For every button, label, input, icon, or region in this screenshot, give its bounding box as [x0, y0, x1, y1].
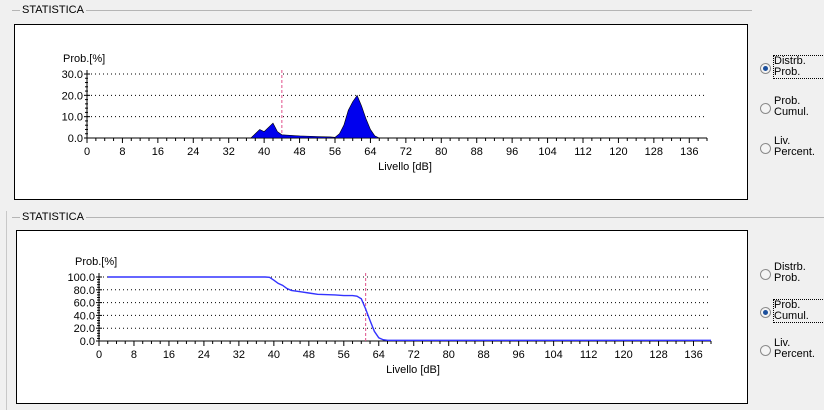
x-tick-label: 136	[680, 146, 698, 158]
x-tick-label: 136	[684, 349, 702, 361]
radio-liv-percent-top[interactable]: Liv. Percent.	[760, 136, 824, 164]
bottom-left-border	[6, 211, 7, 410]
x-tick-label: 96	[506, 146, 518, 158]
y-tick-label: 0.0	[68, 133, 83, 145]
chart-top: Prob.[%] 30.0 20.0 10.0 0.00 8 16 24 32 40 48 56 64 7…	[62, 53, 708, 173]
radio-label: Liv. Percent.	[774, 135, 815, 158]
x-tick-label: 112	[580, 349, 598, 361]
x-tick-label: 120	[614, 349, 632, 361]
y-axis-label: Prob.[%]	[75, 256, 117, 268]
chart-bottom: Prob.[%] 100.080.060.040.020.00.00 8 16 24 32…	[67, 256, 712, 376]
x-tick-label: 112	[574, 146, 592, 158]
x-axis-label: Livello [dB]	[378, 161, 432, 173]
y-tick-label: 80.0	[74, 285, 95, 297]
y-axis-label: Prob.[%]	[63, 53, 105, 65]
radio-distrb-prob-bottom[interactable]: Distrb. Prob.	[760, 262, 824, 290]
x-tick-label: 64	[364, 146, 376, 158]
radio-dot[interactable]	[760, 63, 771, 74]
x-tick-label: 64	[373, 349, 385, 361]
x-tick-label: 24	[187, 146, 199, 158]
radio-liv-percent-bottom[interactable]: Liv. Percent.	[760, 338, 824, 366]
y-tick-label: 100.0	[67, 272, 95, 284]
x-tick-label: 104	[538, 146, 556, 158]
x-tick-label: 96	[513, 349, 525, 361]
y-tick-label: 10.0	[62, 112, 83, 124]
y-tick-label: 20.0	[74, 323, 95, 335]
radio-dot[interactable]	[760, 143, 771, 154]
chart-panel-bottom: Prob.[%] 100.0 80.0 60.0 40.0 20.0 0.0 0 8 16 24 32…	[16, 230, 748, 404]
x-tick-label: 88	[471, 146, 483, 158]
x-tick-label: 48	[303, 349, 315, 361]
x-tick-label: 80	[443, 349, 455, 361]
x-tick-label: 88	[478, 349, 490, 361]
x-tick-label: 8	[131, 349, 137, 361]
x-tick-label: 32	[233, 349, 245, 361]
group-bottom-border	[12, 217, 824, 218]
statistica-group-bottom: STATISTICA	[12, 211, 824, 410]
x-tick-label: 0	[96, 349, 102, 361]
y-tick-label: 20.0	[62, 90, 83, 102]
x-tick-label: 56	[329, 146, 341, 158]
group-top-title: STATISTICA	[20, 4, 86, 16]
radio-label: Prob. Cumul.	[774, 95, 809, 118]
x-tick-label: 120	[609, 146, 627, 158]
y-tick-label: 0.0	[80, 336, 95, 348]
y-tick-label: 60.0	[74, 298, 95, 310]
x-tick-label: 72	[400, 146, 412, 158]
x-tick-label: 0	[84, 146, 90, 158]
radio-label: Distrb. Prob.	[774, 261, 806, 284]
x-tick-label: 104	[544, 349, 562, 361]
statistica-group-top: STATISTICA	[12, 4, 752, 204]
x-axis-label: Livello [dB]	[386, 364, 440, 376]
radio-label: Liv. Percent.	[774, 337, 815, 360]
radio-prob-cumul-top[interactable]: Prob. Cumul.	[760, 96, 824, 124]
radio-prob-cumul-bottom[interactable]: Prob. Cumul.	[760, 299, 824, 328]
radio-dot[interactable]	[760, 345, 771, 356]
x-tick-label: 8	[119, 146, 125, 158]
x-tick-label: 72	[408, 349, 420, 361]
x-tick-label: 128	[649, 349, 667, 361]
x-tick-label: 48	[293, 146, 305, 158]
x-tick-label: 40	[268, 349, 280, 361]
group-top-border	[12, 10, 752, 11]
distribution-area	[250, 94, 380, 139]
y-tick-label: 40.0	[74, 310, 95, 322]
cumulative-line	[107, 276, 711, 342]
x-tick-label: 32	[223, 146, 235, 158]
radio-label: Prob. Cumul.	[773, 299, 824, 323]
x-tick-label: 80	[435, 146, 447, 158]
radio-distrb-prob-top[interactable]: Distrb. Prob.	[760, 55, 824, 84]
x-tick-label: 40	[258, 146, 270, 158]
radio-dot[interactable]	[760, 269, 771, 280]
x-tick-label: 24	[198, 349, 210, 361]
radio-label: Distrb. Prob.	[773, 55, 824, 79]
x-tick-label: 16	[152, 146, 164, 158]
x-tick-label: 128	[645, 146, 663, 158]
radio-dot[interactable]	[760, 103, 771, 114]
x-tick-label: 56	[338, 349, 350, 361]
x-tick-label: 16	[163, 349, 175, 361]
chart-panel-top: Prob.[%] 30.0 20.0 10.0 0.0 0 8 16 24 32 40 48 56 64 7…	[14, 24, 748, 200]
y-tick-label: 30.0	[62, 69, 83, 81]
group-bottom-title: STATISTICA	[20, 211, 86, 223]
radio-dot[interactable]	[760, 307, 771, 318]
